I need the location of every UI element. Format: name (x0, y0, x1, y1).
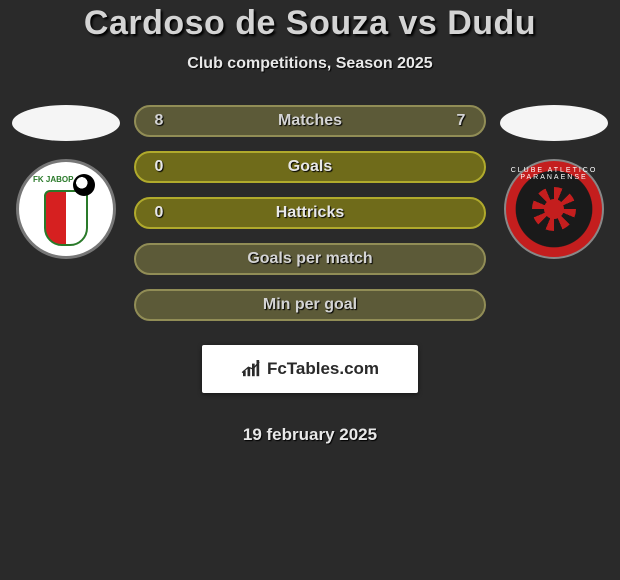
stat-row-gpm: Goals per match (134, 243, 486, 275)
team-crest-right: CLUBE ATLETICO PARANAENSE (504, 159, 604, 259)
brand-logo-box: FcTables.com (202, 345, 418, 393)
main-row: FK JABOP 8 Matches 7 0 Goals (0, 105, 620, 445)
stat-row-hattricks: 0 Hattricks (134, 197, 486, 229)
bar-chart-icon (241, 360, 263, 378)
right-side: CLUBE ATLETICO PARANAENSE (500, 105, 608, 259)
crest-right-label: CLUBE ATLETICO PARANAENSE (506, 167, 602, 181)
stat-row-matches: 8 Matches 7 (134, 105, 486, 137)
comparison-card: Cardoso de Souza vs Dudu Club competitio… (0, 0, 620, 445)
left-side: FK JABOP (12, 105, 120, 259)
date-text: 19 february 2025 (243, 425, 377, 445)
crest-left-label: FK JABOP (33, 176, 73, 184)
stats-column: 8 Matches 7 0 Goals 0 Hattricks (134, 105, 486, 445)
stat-left-value: 0 (150, 204, 168, 222)
brand-text: FcTables.com (267, 359, 379, 379)
stat-label: Hattricks (276, 204, 344, 222)
player-photo-placeholder-left (12, 105, 120, 141)
player-photo-placeholder-right (500, 105, 608, 141)
stat-label: Goals per match (247, 250, 372, 268)
page-title: Cardoso de Souza vs Dudu (84, 4, 536, 43)
stat-label: Min per goal (263, 296, 357, 314)
stat-row-goals: 0 Goals (134, 151, 486, 183)
stat-row-mpg: Min per goal (134, 289, 486, 321)
stat-label: Goals (288, 158, 332, 176)
stat-left-value: 8 (150, 112, 168, 130)
stat-left-value: 0 (150, 158, 168, 176)
team-crest-left: FK JABOP (16, 159, 116, 259)
stat-label: Matches (278, 112, 342, 130)
subtitle: Club competitions, Season 2025 (187, 55, 432, 73)
stat-right-value: 7 (452, 112, 470, 130)
soccer-ball-icon (73, 174, 95, 196)
